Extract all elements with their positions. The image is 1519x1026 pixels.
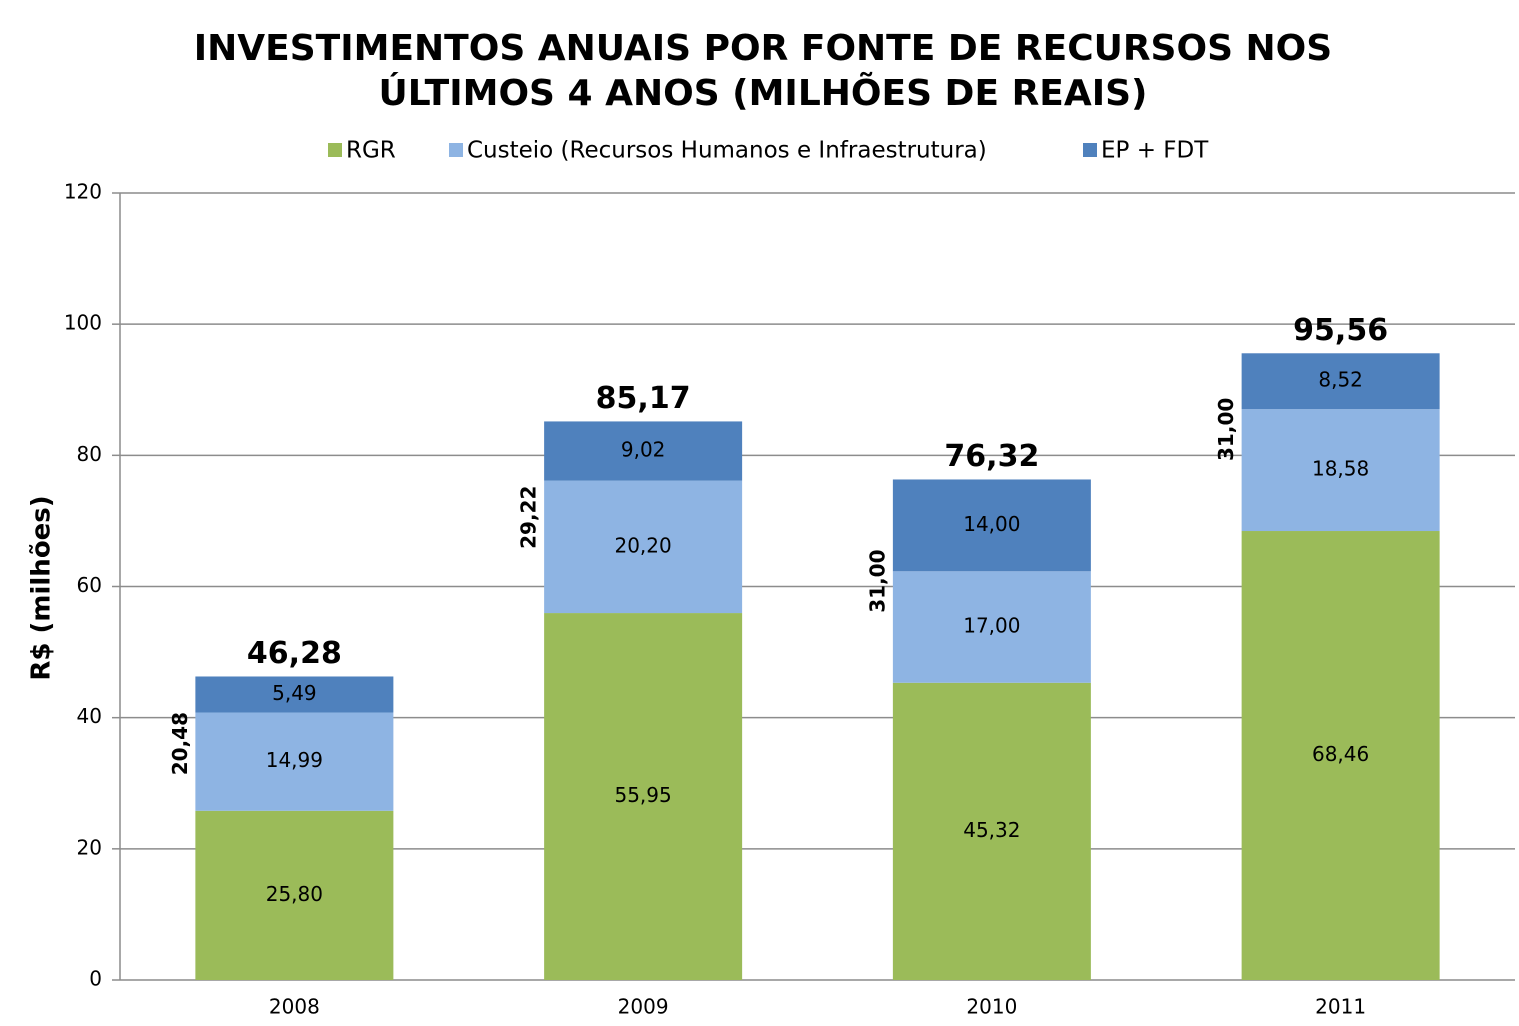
data-label: 14,00 — [963, 512, 1020, 536]
bar-segment — [1241, 353, 1440, 410]
bar-segment — [1241, 531, 1440, 980]
bar-segment — [892, 479, 1091, 572]
data-label: 9,02 — [621, 438, 666, 462]
legend-label: Custeio (Recursos Humanos e Infraestrutu… — [467, 138, 987, 164]
legend-swatch — [328, 143, 342, 157]
chart-title: INVESTIMENTOS ANUAIS POR FONTE DE RECURS… — [194, 28, 1332, 69]
y-tick-label: 0 — [89, 967, 102, 991]
y-tick-label: 20 — [77, 835, 102, 859]
y-tick-label: 120 — [64, 180, 102, 204]
data-label: 8,52 — [1318, 368, 1363, 392]
x-tick-label: 2011 — [1315, 995, 1366, 1019]
chart-title: ÚLTIMOS 4 ANOS (MILHÕES DE REAIS) — [378, 72, 1147, 114]
y-tick-label: 100 — [64, 311, 102, 335]
x-tick-label: 2009 — [618, 995, 669, 1019]
data-label: 17,00 — [963, 614, 1020, 638]
data-label: 5,49 — [272, 681, 317, 705]
bar-segment — [195, 676, 394, 713]
y-axis-label: R$ (milhões) — [27, 495, 57, 680]
total-label: 46,28 — [247, 636, 342, 671]
bar-segment — [544, 421, 743, 481]
data-label: 18,58 — [1312, 457, 1369, 481]
side-label: 29,22 — [517, 486, 541, 549]
bar-segment — [195, 810, 394, 980]
data-label: 20,20 — [614, 533, 671, 557]
legend-swatch — [1083, 143, 1097, 157]
bar-segment — [892, 682, 1091, 980]
side-label: 31,00 — [865, 549, 889, 612]
legend-label: EP + FDT — [1101, 138, 1209, 164]
total-label: 95,56 — [1293, 313, 1388, 348]
y-tick-label: 80 — [77, 442, 102, 466]
side-label: 31,00 — [1214, 398, 1238, 461]
legend-label: RGR — [346, 138, 396, 164]
data-label: 25,80 — [266, 882, 323, 906]
bar-segment — [544, 480, 743, 614]
data-label: 55,95 — [614, 783, 671, 807]
bar-segment — [195, 712, 394, 811]
bar-segment — [544, 613, 743, 980]
x-tick-label: 2010 — [966, 995, 1017, 1019]
y-tick-label: 60 — [77, 573, 102, 597]
total-label: 76,32 — [944, 439, 1039, 474]
legend-swatch — [449, 143, 463, 157]
data-label: 45,32 — [963, 818, 1020, 842]
data-label: 14,99 — [266, 748, 323, 772]
x-tick-label: 2008 — [269, 995, 320, 1019]
bar-segment — [1241, 409, 1440, 532]
y-tick-label: 40 — [77, 704, 102, 728]
data-label: 68,46 — [1312, 742, 1369, 766]
side-label: 20,48 — [168, 712, 192, 775]
total-label: 85,17 — [596, 381, 691, 416]
bar-segment — [892, 571, 1091, 683]
